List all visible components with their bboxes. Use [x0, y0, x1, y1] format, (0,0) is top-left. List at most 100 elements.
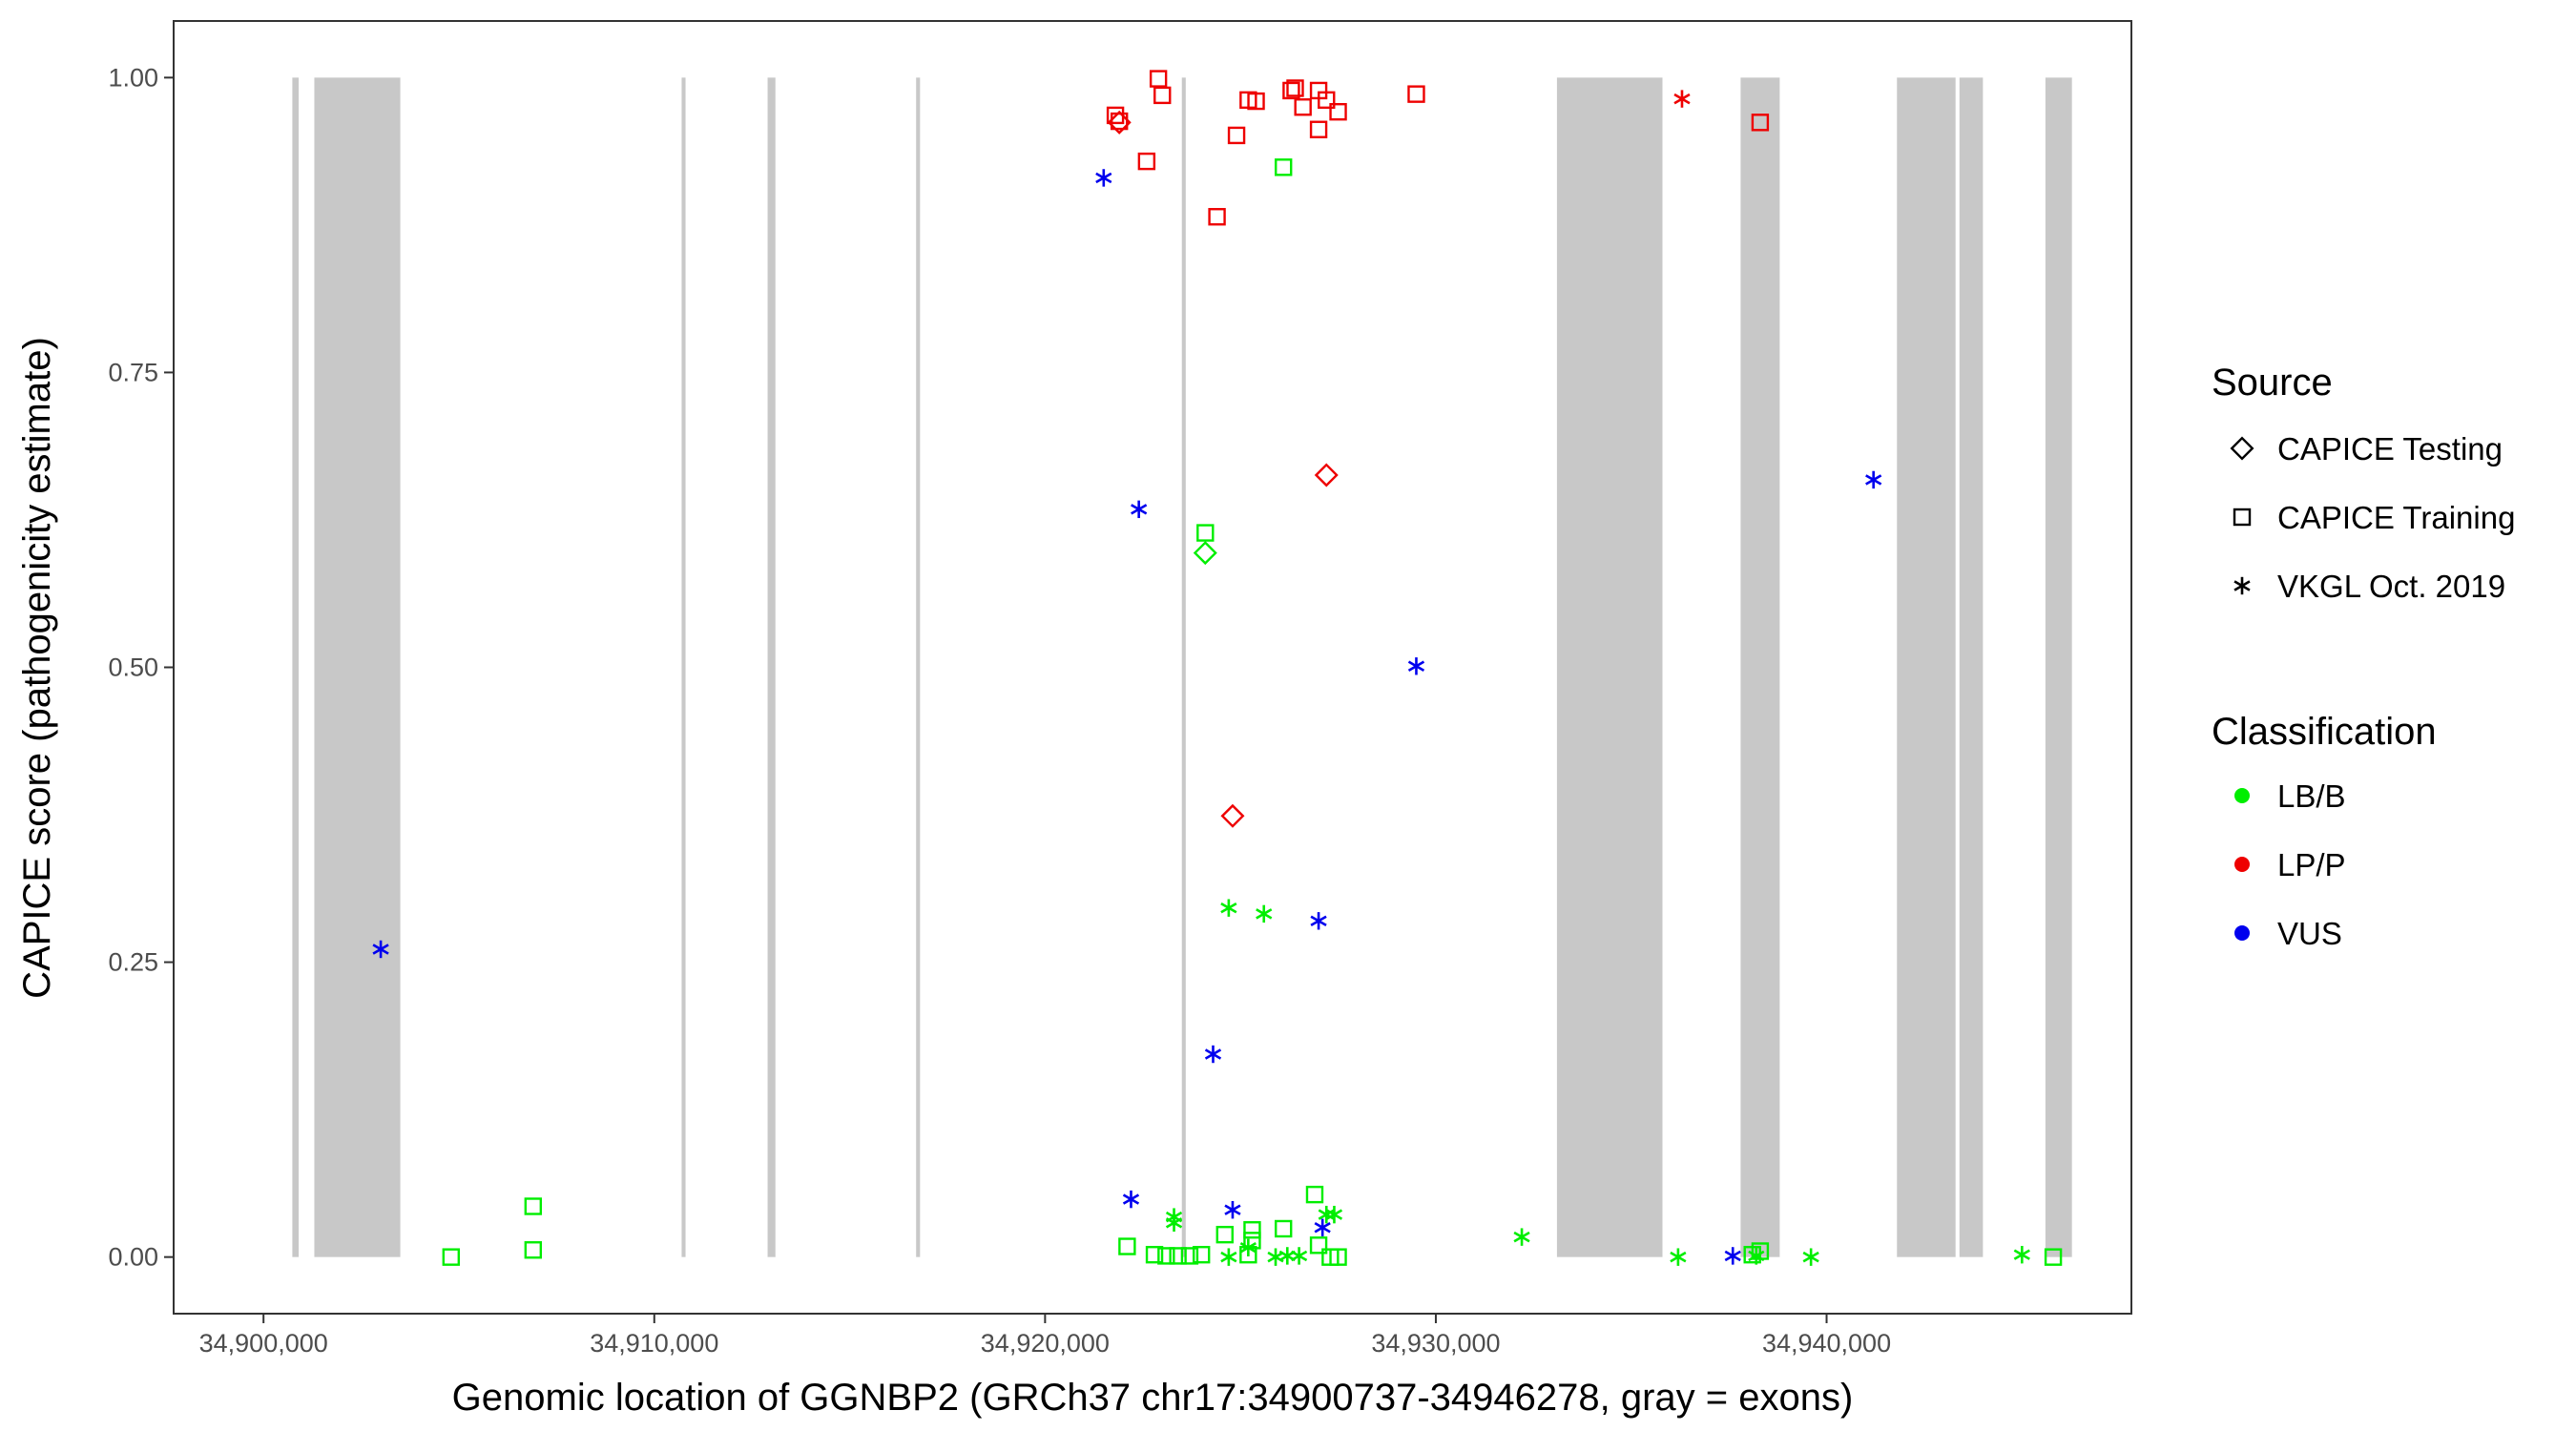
data-point	[1751, 114, 1770, 132]
data-point	[1282, 81, 1300, 100]
data-point	[1294, 98, 1312, 116]
exon-band	[2045, 77, 2072, 1257]
data-point	[1243, 1221, 1261, 1239]
y-axis: 0.00 0.25 0.50 0.75 1.00	[108, 63, 174, 1272]
data-point	[1122, 1190, 1140, 1209]
x-axis-title: Genomic location of GGNBP2 (GRCh37 chr17…	[452, 1377, 1854, 1419]
data-point	[1204, 1045, 1222, 1064]
exon-band	[1959, 77, 1984, 1257]
legend-classification-key	[2234, 925, 2250, 941]
x-tick-label: 34,920,000	[981, 1329, 1110, 1358]
legend-source-label: VKGL Oct. 2019	[2277, 569, 2505, 604]
data-point	[1095, 169, 1112, 187]
y-tick-label: 0.50	[108, 653, 158, 682]
data-point	[1157, 1247, 1175, 1265]
data-point	[1670, 1248, 1687, 1266]
y-tick-label: 0.25	[108, 948, 158, 977]
data-point	[1107, 110, 1132, 135]
data-point	[1131, 500, 1148, 519]
data-point	[1802, 1248, 1819, 1266]
legend-classification-label: VUS	[2277, 916, 2342, 951]
exon-bands	[292, 77, 2072, 1257]
data-point	[1325, 1205, 1343, 1224]
data-point	[1196, 524, 1215, 542]
data-point	[1314, 1218, 1331, 1236]
data-point	[1329, 1248, 1347, 1266]
data-point	[1309, 1236, 1328, 1255]
legend-source-label: CAPICE Testing	[2277, 431, 2503, 467]
data-point	[1220, 1248, 1237, 1266]
data-point	[1290, 1247, 1308, 1265]
data-point	[1513, 1228, 1530, 1246]
exon-band	[681, 77, 686, 1257]
exon-band	[292, 77, 300, 1257]
exon-band	[1740, 77, 1780, 1257]
y-axis-title: CAPICE score (pathogenicity estimate)	[16, 337, 58, 999]
x-tick-label: 34,930,000	[1371, 1329, 1500, 1358]
data-point	[1748, 1247, 1765, 1265]
data-point	[1275, 158, 1293, 176]
legend-classification-label: LP/P	[2277, 847, 2346, 882]
legend-classification-label: LB/B	[2277, 778, 2346, 814]
data-point	[1243, 1232, 1261, 1250]
data-point	[1256, 904, 1273, 923]
y-tick-label: 0.00	[108, 1243, 158, 1272]
data-point	[1724, 1247, 1741, 1265]
data-point	[1314, 463, 1339, 487]
data-point	[1215, 1225, 1234, 1244]
panel-background	[174, 21, 2131, 1314]
legend-source-key	[2230, 436, 2254, 461]
data-point	[1224, 1201, 1241, 1219]
legend-classification-items: LB/B LP/P VUS	[2234, 778, 2346, 951]
data-point	[1407, 657, 1425, 675]
data-point	[1865, 470, 1882, 489]
data-point	[1247, 92, 1265, 111]
legend-source-key	[2233, 576, 2251, 595]
data-point	[1165, 1213, 1183, 1233]
data-point	[1286, 79, 1304, 97]
data-point	[1673, 90, 1691, 108]
data-point	[1145, 1245, 1164, 1264]
exon-band	[767, 77, 776, 1257]
data-point	[1239, 1238, 1257, 1256]
data-point	[1275, 1219, 1293, 1238]
x-tick-label: 34,940,000	[1762, 1329, 1891, 1358]
data-point	[1305, 1185, 1324, 1204]
data-point	[1192, 1245, 1211, 1264]
x-axis: 34,900,000 34,910,000 34,920,000 34,930,000…	[199, 1314, 1891, 1358]
data-point	[1220, 803, 1245, 828]
exon-band	[1556, 77, 1663, 1257]
legend: Source CAPICE Testing CAPICE Training VKGL…	[2212, 362, 2515, 951]
data-point	[1220, 899, 1237, 917]
legend-classification-key	[2234, 788, 2250, 803]
data-points	[372, 70, 2063, 1266]
data-point	[1169, 1247, 1187, 1265]
data-point	[1118, 1237, 1136, 1255]
data-point	[372, 940, 389, 959]
exon-band	[314, 77, 401, 1257]
y-tick-label: 0.75	[108, 358, 158, 386]
data-point	[2013, 1245, 2030, 1264]
legend-source-label: CAPICE Training	[2277, 500, 2515, 535]
data-point	[1149, 70, 1168, 88]
exon-band	[1897, 77, 1956, 1257]
legend-source-key	[2233, 508, 2252, 527]
data-point	[2044, 1248, 2063, 1266]
data-point	[1407, 85, 1425, 103]
legend-source-title: Source	[2212, 362, 2333, 404]
data-point	[1153, 86, 1172, 105]
data-point	[1227, 126, 1246, 145]
data-point	[524, 1197, 543, 1215]
data-point	[1137, 152, 1156, 171]
data-point	[524, 1241, 543, 1259]
legend-classification-key	[2234, 857, 2250, 872]
data-point	[1180, 1247, 1199, 1265]
x-tick-label: 34,910,000	[590, 1329, 718, 1358]
y-tick-label: 1.00	[108, 63, 158, 92]
data-point	[1208, 208, 1226, 226]
data-point	[1310, 912, 1327, 930]
exon-band	[916, 77, 921, 1257]
legend-source-items: CAPICE Testing CAPICE Training VKGL Oct. 2…	[2230, 431, 2515, 604]
data-point	[1329, 102, 1347, 121]
